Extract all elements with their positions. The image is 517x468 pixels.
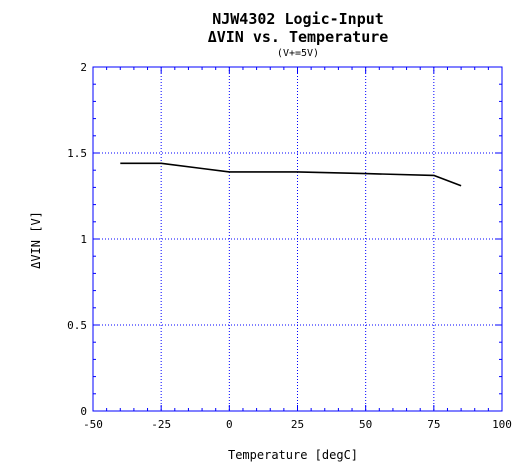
chart-title: NJW4302 Logic-Input xyxy=(212,10,384,28)
y-tick-label: 2 xyxy=(80,61,87,74)
x-tick-label: 25 xyxy=(291,418,304,431)
y-tick-label: 0 xyxy=(80,405,87,418)
x-tick-label: 0 xyxy=(226,418,233,431)
chart-subtitle: ΔVIN vs. Temperature xyxy=(208,28,389,46)
y-axis-label: ΔVIN [V] xyxy=(29,211,43,269)
series-layer xyxy=(120,162,462,187)
x-tick-label: -50 xyxy=(83,418,103,431)
x-tick-label: 75 xyxy=(427,418,440,431)
y-tick-label: 1 xyxy=(80,233,87,246)
tick-layer: -50 -25 0 25 50 75 100 0 0.5 1 1.5 2 xyxy=(67,61,512,431)
chart-condition: (V+=5V) xyxy=(277,48,319,59)
x-tick-label: 100 xyxy=(492,418,512,431)
y-tick-label: 1.5 xyxy=(67,147,87,160)
x-tick-label: 50 xyxy=(359,418,372,431)
y-tick-label: 0.5 xyxy=(67,319,87,332)
x-tick-label: -25 xyxy=(151,418,171,431)
grid xyxy=(93,67,502,411)
x-axis-label: Temperature [degC] xyxy=(228,448,358,462)
series-line xyxy=(120,162,462,187)
